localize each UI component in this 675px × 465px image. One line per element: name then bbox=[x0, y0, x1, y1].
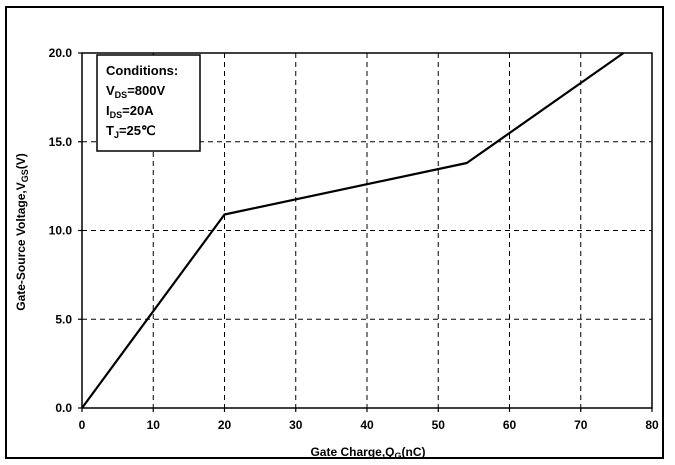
x-axis-label: Gate Charge,QG(nC) bbox=[310, 445, 425, 461]
condition-ids: IDS=20A bbox=[106, 103, 154, 120]
series-line-0 bbox=[81, 52, 625, 409]
conditions-title: Conditions: bbox=[106, 63, 178, 78]
x-tick-label: 10 bbox=[147, 418, 161, 432]
series-layer bbox=[81, 52, 625, 409]
y-tick-label: 0.0 bbox=[55, 401, 72, 415]
y-axis-label-sub: GS bbox=[20, 169, 30, 182]
x-tick-label: 80 bbox=[645, 418, 659, 432]
x-tick-label: 30 bbox=[289, 418, 303, 432]
x-axis-label-sub: G bbox=[395, 451, 402, 461]
y-axis-label-main: Gate-Source Voltage,V bbox=[14, 182, 28, 310]
y-axis-label-unit: (V) bbox=[14, 153, 28, 169]
x-axis-label-main: Gate Charge,Q bbox=[310, 445, 394, 459]
x-axis-label-unit: (nC) bbox=[402, 445, 426, 459]
condition-tj: TJ=25℃ bbox=[106, 123, 156, 140]
x-tick-label: 50 bbox=[432, 418, 446, 432]
x-tick-label: 60 bbox=[503, 418, 517, 432]
x-tick-label: 0 bbox=[79, 418, 86, 432]
x-tick-label: 70 bbox=[574, 418, 588, 432]
y-tick-label: 15.0 bbox=[49, 135, 73, 149]
x-tick-labels: 0 10 20 30 40 50 60 70 80 bbox=[79, 408, 659, 432]
y-tick-label: 10.0 bbox=[49, 224, 73, 238]
y-axis-label: Gate-Source Voltage,VGS(V) bbox=[14, 153, 30, 311]
x-tick-label: 20 bbox=[218, 418, 232, 432]
x-tick-label: 40 bbox=[360, 418, 374, 432]
y-tick-label: 5.0 bbox=[55, 312, 72, 326]
y-tick-label: 20.0 bbox=[49, 46, 73, 60]
condition-vds: VDS=800V bbox=[106, 83, 165, 100]
conditions-box: Conditions: VDS=800V IDS=20A TJ=25℃ bbox=[96, 54, 201, 152]
y-tick-labels: 0.0 5.0 10.0 15.0 20.0 bbox=[49, 46, 82, 415]
